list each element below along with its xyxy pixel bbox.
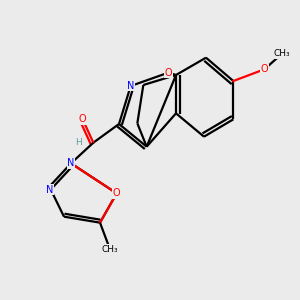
Text: N: N	[67, 158, 75, 168]
Text: N: N	[67, 158, 75, 168]
Text: O: O	[260, 64, 268, 74]
Text: O: O	[79, 114, 86, 124]
Text: CH₃: CH₃	[102, 245, 118, 254]
Text: H: H	[75, 138, 82, 147]
Text: N: N	[127, 81, 134, 91]
Text: N: N	[46, 185, 53, 195]
Text: O: O	[164, 68, 172, 78]
Text: CH₃: CH₃	[273, 50, 290, 58]
Text: O: O	[113, 188, 121, 198]
